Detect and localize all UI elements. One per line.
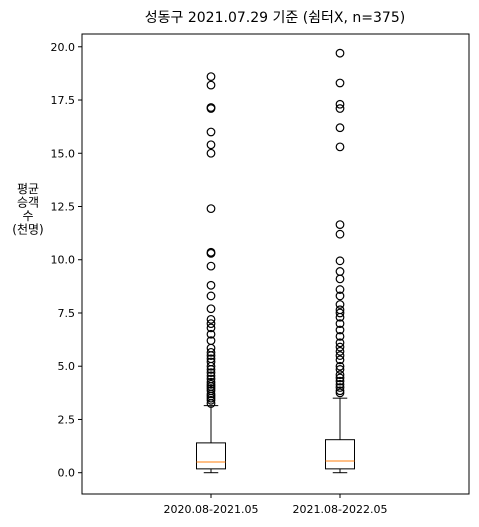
outlier-point (206, 204, 216, 214)
outlier-point (335, 48, 345, 58)
outlier-point (335, 351, 345, 360)
outlier-point (206, 127, 216, 137)
box-group (325, 48, 355, 474)
outlier-point (206, 368, 216, 378)
outlier-point (206, 329, 216, 339)
outlier-point (335, 274, 345, 284)
y-tick-label: 15.0 (51, 147, 76, 160)
outlier-point (335, 346, 345, 356)
outlier-point (206, 103, 216, 112)
outlier-point (206, 291, 216, 301)
iqr-box (196, 442, 226, 470)
outlier-point (206, 261, 216, 271)
y-axis-label-line: 승객 (17, 195, 39, 209)
outlier-point (335, 383, 345, 392)
outlier-point (335, 305, 345, 315)
y-tick-label: 12.5 (51, 201, 76, 214)
outlier-point (206, 247, 216, 257)
outlier-point (206, 304, 216, 314)
y-tick-label: 0.0 (58, 467, 76, 480)
outlier-point (335, 342, 345, 352)
outlier-point (335, 379, 345, 389)
y-tick-label: 20.0 (51, 41, 76, 54)
outlier-point (206, 140, 216, 150)
outlier-point (335, 123, 345, 133)
y-tick-label: 17.5 (51, 94, 76, 107)
outlier-point (335, 370, 345, 380)
x-tick-label: 2020.08-2021.05 (164, 503, 259, 516)
outlier-point (206, 319, 216, 329)
outlier-point (335, 142, 345, 152)
y-axis-label-line: 수 (22, 209, 33, 223)
box-series (196, 48, 355, 474)
outlier-point (335, 99, 345, 109)
chart-title: 성동구 2021.07.29 기준 (쉼터X, n=375) (145, 10, 405, 26)
y-tick-label: 5.0 (58, 360, 76, 373)
outlier-point (206, 280, 216, 290)
outlier-point (206, 357, 216, 367)
outlier-point (335, 386, 345, 396)
x-tick-label: 2021.08-2022.05 (293, 503, 388, 516)
outlier-point (335, 308, 345, 318)
y-tick-label: 2.5 (58, 413, 76, 426)
y-tick-label: 7.5 (58, 307, 76, 320)
y-axis-ticks: 0.0 2.5 5.0 7.5 10.0 12.5 15.0 17.5 20.0 (51, 41, 82, 480)
outlier-point (206, 354, 216, 364)
outlier-point (335, 373, 345, 383)
box-group (196, 72, 226, 474)
outlier-point (206, 72, 216, 81)
outlier-point (206, 148, 216, 158)
outlier-point (335, 325, 345, 335)
outlier-point (335, 285, 345, 294)
outlier-point (206, 323, 216, 333)
outlier-point (335, 267, 345, 276)
x-axis-ticks: 2020.08-2021.05 2021.08-2022.05 (164, 494, 388, 516)
y-axis-label-line: (천명) (12, 221, 43, 236)
iqr-box (325, 439, 355, 470)
y-tick-label: 10.0 (51, 254, 76, 267)
outlier-point (206, 377, 216, 387)
outlier-point (335, 319, 345, 329)
outlier-point (335, 78, 345, 88)
outlier-point (335, 256, 345, 266)
y-axis-label-line: 평균 (17, 182, 39, 196)
outlier-point (335, 291, 345, 301)
outlier-point (335, 332, 345, 341)
outlier-point (335, 365, 345, 374)
outlier-point (335, 361, 345, 371)
outlier-point (335, 376, 345, 386)
outlier-point (206, 314, 216, 324)
outlier-point (206, 371, 216, 381)
outlier-point (206, 80, 216, 90)
outlier-point (335, 338, 345, 348)
outlier-point (335, 229, 345, 239)
outlier-point (335, 220, 345, 230)
outlier-point (335, 300, 345, 309)
outlier-point (335, 355, 345, 365)
outlier-point (206, 374, 216, 384)
outlier-point (206, 336, 216, 346)
outlier-point (206, 347, 216, 357)
plot-frame (81, 33, 470, 495)
outlier-point (335, 104, 345, 113)
